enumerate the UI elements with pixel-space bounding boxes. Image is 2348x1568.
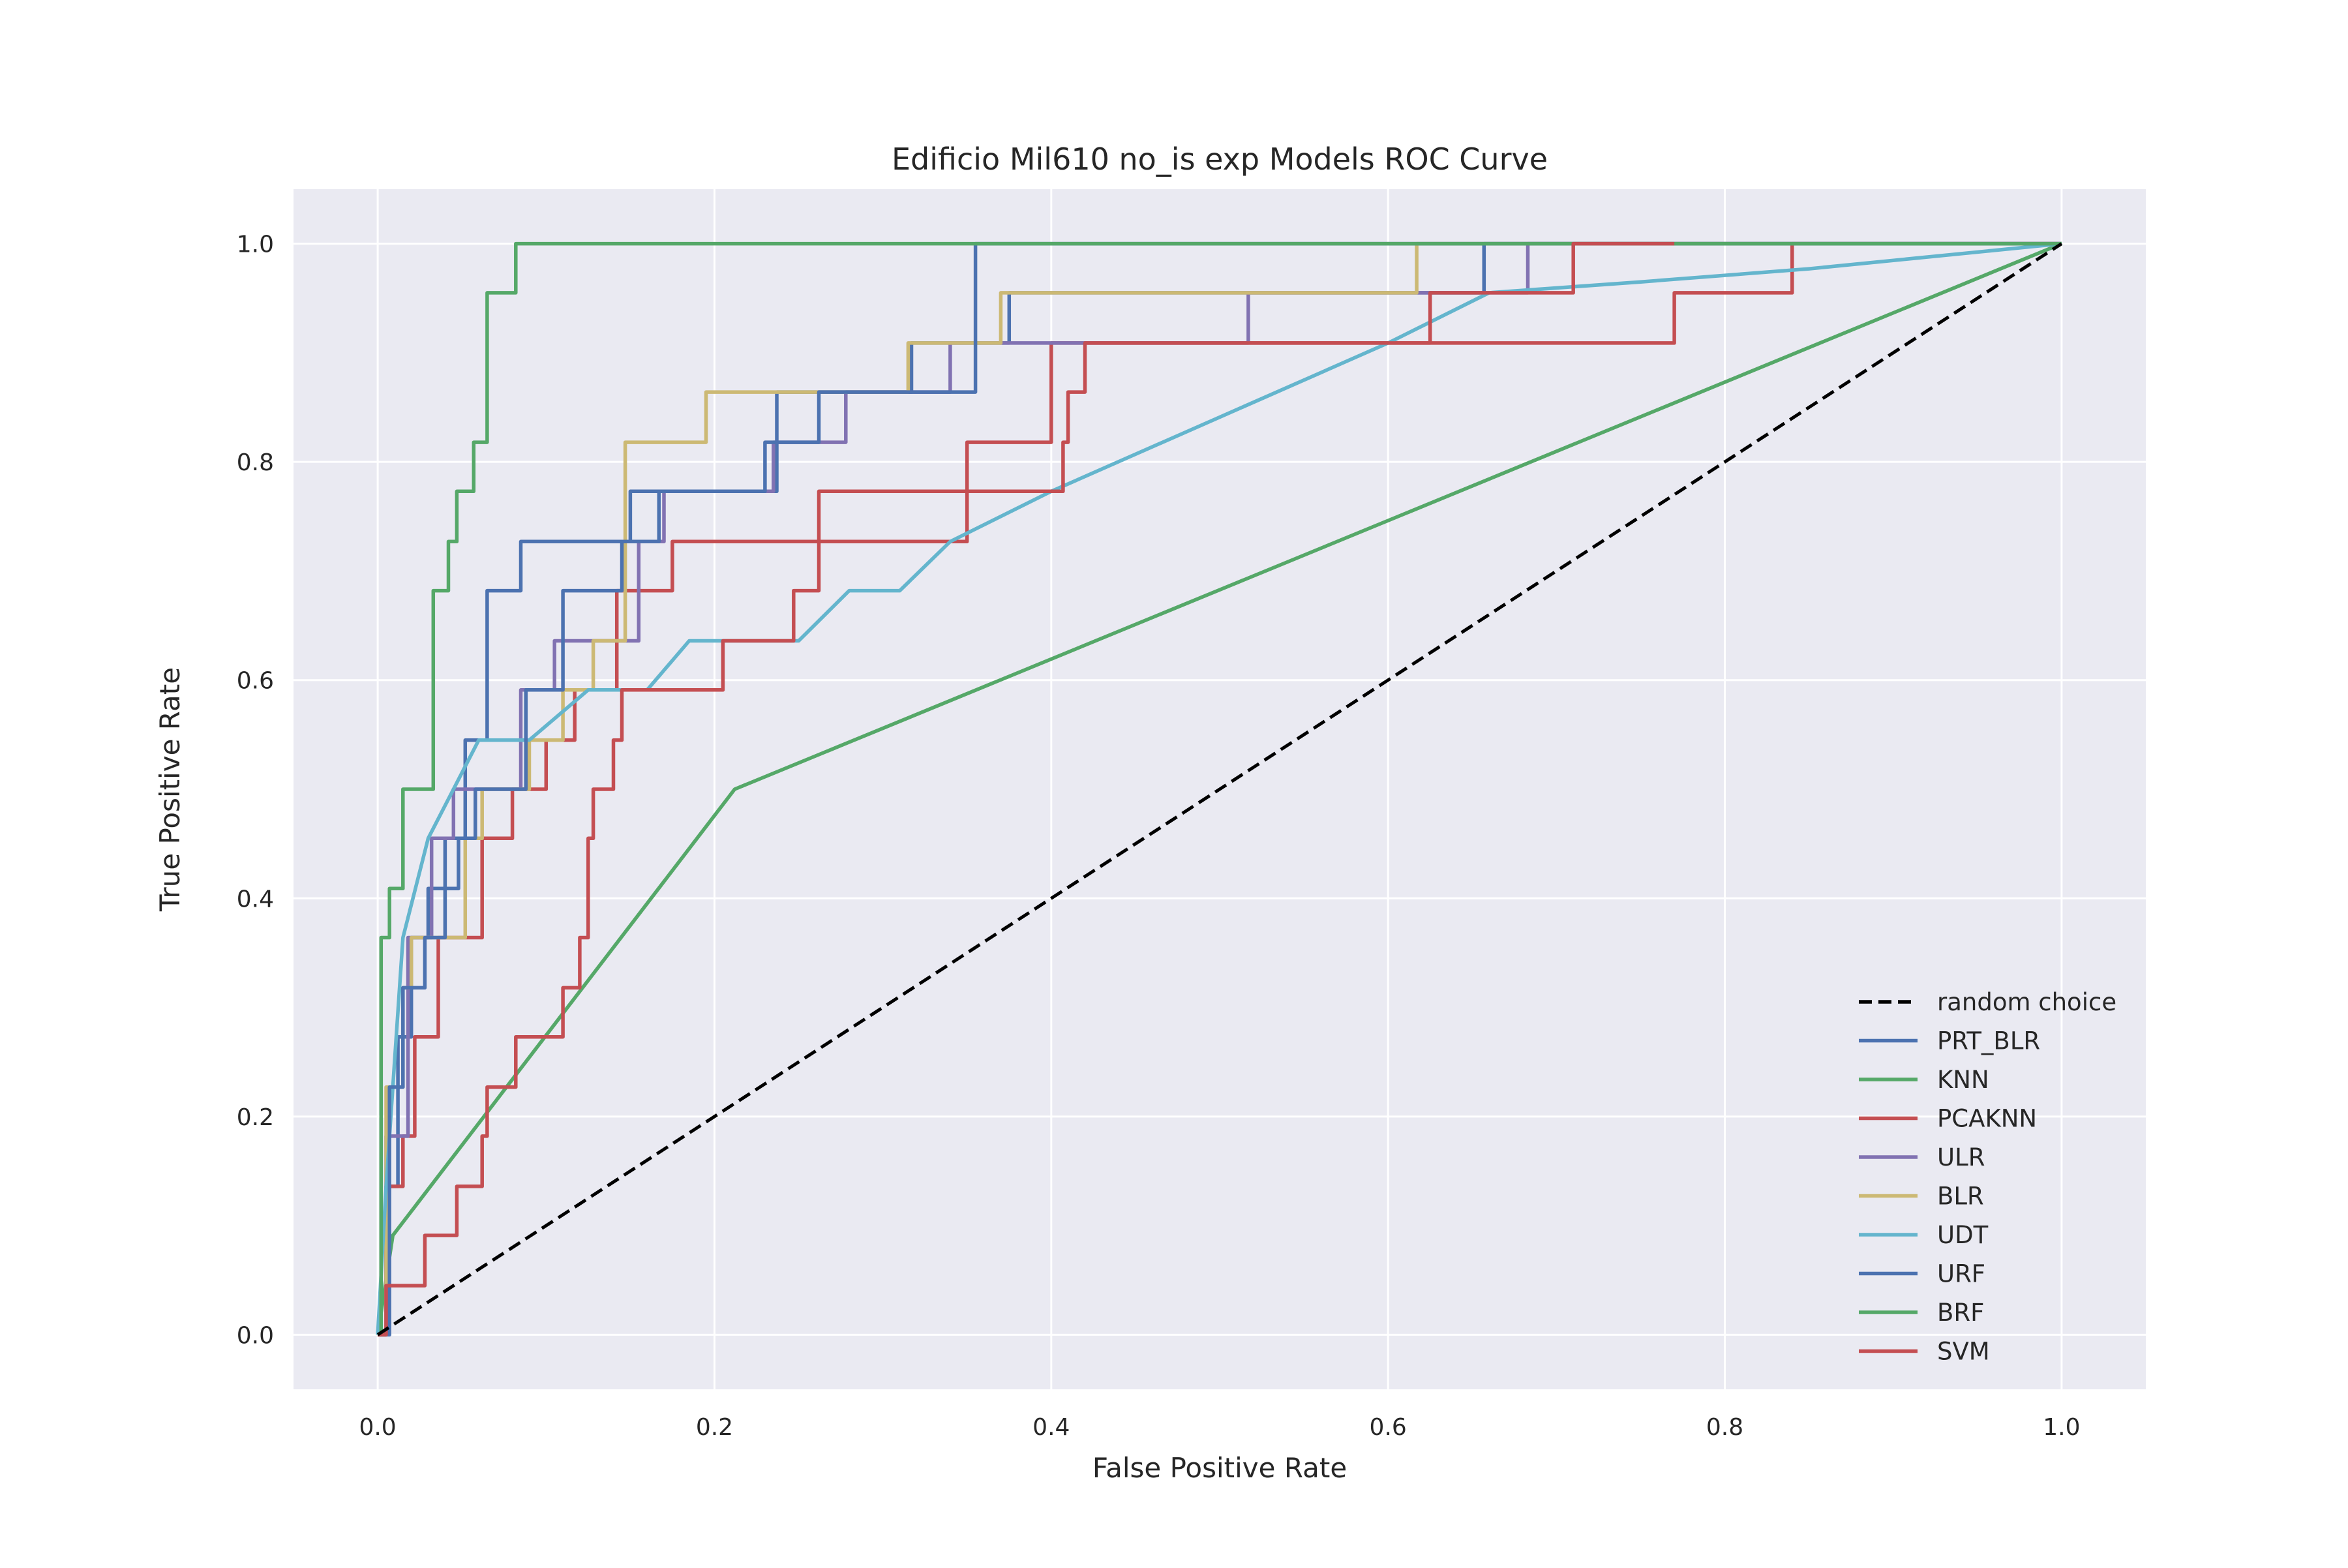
legend-label: PCAKNN	[1937, 1105, 2037, 1133]
series-line-brf	[378, 241, 2062, 1337]
series-line-udt	[376, 241, 2062, 1335]
y-tick-label: 0.0	[237, 1322, 274, 1349]
series-line-urf	[378, 241, 2062, 1337]
x-tick-label: 0.4	[1032, 1414, 1070, 1441]
legend-label: PRT_BLR	[1937, 1027, 2040, 1055]
legend-label: random choice	[1937, 988, 2116, 1016]
legend-label: BRF	[1937, 1299, 1984, 1327]
x-tick-label: 0.2	[696, 1414, 733, 1441]
chart-title: Edificio Mil610 no_is exp Models ROC Cur…	[892, 142, 1548, 177]
y-tick-label: 0.6	[237, 668, 274, 695]
y-tick-label: 1.0	[237, 232, 274, 258]
y-tick-label: 0.2	[237, 1104, 274, 1131]
x-tick-label: 0.6	[1370, 1414, 1407, 1441]
y-tick-label: 0.4	[237, 886, 274, 912]
x-tick-label: 0.8	[1706, 1414, 1743, 1441]
y-tick-label: 0.8	[237, 449, 274, 476]
legend-label: URF	[1937, 1260, 1985, 1288]
series-line-svm	[378, 241, 1675, 1337]
x-tick-label: 1.0	[2043, 1414, 2080, 1441]
series-layer	[376, 241, 2063, 1337]
x-axis-label: False Positive Rate	[1092, 1452, 1347, 1484]
axis-ticks: 0.0 0.2 0.4 0.6 0.8 1.0 0.0 0.2 0.4 0.6 0.8 1.0	[237, 232, 2081, 1441]
legend-label: UDT	[1937, 1221, 1989, 1249]
legend-label: ULR	[1937, 1143, 1985, 1171]
legend-label: BLR	[1937, 1183, 1984, 1211]
legend-label: KNN	[1937, 1066, 1989, 1094]
legend: random choice PRT_BLR KNN PCAKNN ULR BLR UDT UR…	[1859, 988, 2116, 1366]
x-tick-label: 0.0	[359, 1414, 396, 1441]
y-axis-label: True Positive Rate	[154, 667, 186, 912]
series-line-random-choice	[376, 242, 2063, 1336]
legend-label: SVM	[1937, 1338, 1990, 1366]
